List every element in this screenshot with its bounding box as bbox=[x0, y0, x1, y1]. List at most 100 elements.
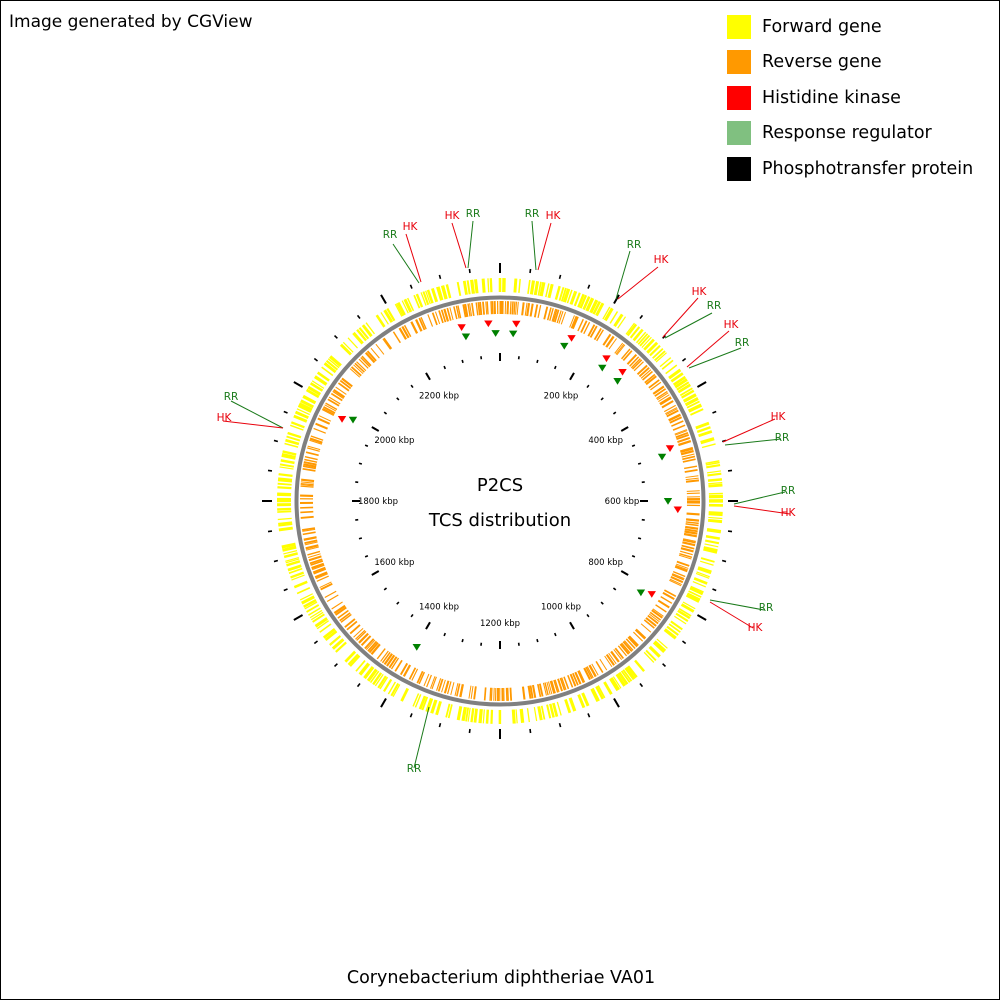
forward-gene-mark bbox=[554, 285, 561, 300]
inner-minor-tick bbox=[600, 601, 604, 605]
reverse-gene-mark bbox=[332, 390, 344, 400]
forward-gene-mark bbox=[482, 709, 485, 724]
forward-gene-mark bbox=[489, 278, 493, 293]
forward-gene-mark bbox=[317, 371, 330, 382]
reverse-gene-mark bbox=[680, 547, 694, 553]
outer-tick bbox=[639, 682, 644, 688]
reverse-gene-mark bbox=[354, 362, 365, 373]
reverse-gene-mark bbox=[648, 613, 660, 623]
forward-gene-mark bbox=[431, 288, 439, 303]
outer-tick bbox=[529, 268, 532, 274]
forward-gene-mark bbox=[629, 326, 641, 339]
reverse-gene-mark bbox=[578, 670, 586, 683]
reverse-gene-mark bbox=[589, 325, 598, 338]
reverse-gene-mark bbox=[341, 377, 353, 388]
reverse-gene-mark bbox=[490, 687, 493, 701]
callout-leader-line bbox=[709, 601, 754, 629]
reverse-gene-mark bbox=[655, 604, 667, 613]
outer-tick bbox=[267, 530, 273, 533]
forward-gene-mark bbox=[363, 665, 375, 680]
reverse-gene-mark bbox=[390, 657, 400, 670]
forward-gene-mark bbox=[290, 421, 305, 429]
reverse-gene-mark bbox=[621, 348, 631, 360]
reverse-gene-mark bbox=[663, 589, 677, 598]
reverse-gene-mark bbox=[358, 632, 369, 644]
forward-gene-mark bbox=[643, 338, 655, 351]
reverse-gene-mark bbox=[546, 307, 552, 321]
forward-gene-mark bbox=[705, 461, 720, 466]
callout-leader-line bbox=[451, 222, 467, 269]
inner-minor-tick bbox=[443, 632, 447, 637]
reverse-gene-mark bbox=[659, 396, 672, 406]
callout-leader-line bbox=[733, 505, 791, 515]
forward-gene-mark bbox=[301, 595, 315, 605]
reverse-gene-mark bbox=[300, 485, 314, 488]
reverse-gene-mark bbox=[640, 369, 652, 379]
response-regulator-marker bbox=[613, 378, 622, 385]
outer-tick bbox=[273, 559, 279, 563]
reverse-gene-mark bbox=[366, 350, 377, 362]
reverse-gene-mark bbox=[386, 654, 396, 667]
reverse-gene-mark bbox=[627, 636, 639, 648]
reverse-gene-mark bbox=[302, 465, 316, 470]
reverse-gene-mark bbox=[327, 398, 340, 407]
outer-tick bbox=[380, 294, 387, 305]
histidine-kinase-marker bbox=[484, 320, 493, 328]
forward-gene-mark bbox=[307, 385, 322, 396]
forward-gene-mark bbox=[670, 620, 683, 631]
forward-gene-mark bbox=[487, 278, 490, 293]
reverse-gene-mark bbox=[614, 647, 625, 659]
reverse-gene-mark bbox=[615, 343, 625, 355]
reverse-gene-mark bbox=[669, 416, 683, 424]
reverse-gene-mark bbox=[403, 324, 412, 338]
forward-gene-mark bbox=[562, 288, 571, 303]
reverse-gene-mark bbox=[302, 528, 316, 532]
outer-tick bbox=[712, 588, 717, 592]
kbp-tick-label: 400 kbp bbox=[588, 436, 623, 446]
outer-tick bbox=[696, 381, 707, 388]
forward-gene-mark bbox=[329, 355, 342, 367]
reverse-gene-mark bbox=[671, 420, 684, 427]
reverse-gene-mark bbox=[569, 673, 577, 687]
forward-gene-mark bbox=[310, 611, 324, 621]
forward-gene-mark bbox=[440, 285, 448, 300]
reverse-gene-mark bbox=[394, 659, 403, 672]
outer-tick bbox=[587, 713, 591, 718]
forward-gene-mark bbox=[690, 585, 704, 593]
reverse-gene-mark bbox=[383, 337, 393, 350]
forward-gene-mark bbox=[703, 546, 718, 552]
reverse-gene-mark bbox=[380, 650, 389, 662]
kbp-tick-label: 600 kbp bbox=[605, 497, 640, 507]
reverse-gene-mark bbox=[593, 327, 602, 341]
forward-gene-mark bbox=[308, 607, 321, 616]
forward-gene-mark bbox=[707, 470, 722, 474]
reverse-gene-mark bbox=[652, 608, 664, 617]
reverse-gene-mark bbox=[659, 396, 671, 404]
reverse-gene-mark bbox=[685, 521, 699, 525]
outer-tick bbox=[293, 381, 304, 388]
forward-gene-mark bbox=[297, 404, 312, 413]
legend-swatch bbox=[727, 156, 751, 181]
forward-gene-mark bbox=[478, 709, 483, 724]
forward-gene-mark bbox=[529, 280, 536, 295]
reverse-gene-mark bbox=[682, 458, 696, 463]
legend: Forward gene Reverse gene Histidine kinase… bbox=[727, 9, 973, 187]
callout-leader-line bbox=[230, 400, 284, 429]
reverse-gene-mark bbox=[443, 308, 450, 322]
reverse-gene-mark bbox=[311, 562, 325, 570]
callout-leader-line bbox=[722, 418, 776, 443]
reverse-gene-mark bbox=[521, 302, 525, 316]
forward-gene-mark bbox=[674, 378, 688, 389]
hk-callout-label: HK bbox=[403, 221, 419, 233]
reverse-gene-mark bbox=[328, 396, 341, 405]
reverse-gene-mark bbox=[370, 347, 380, 359]
reverse-gene-mark bbox=[634, 629, 646, 640]
forward-gene-mark bbox=[299, 593, 313, 601]
reverse-gene-mark bbox=[340, 613, 352, 623]
response-regulator-marker bbox=[508, 330, 518, 338]
forward-gene-mark bbox=[421, 696, 429, 711]
forward-gene-mark bbox=[564, 699, 572, 714]
forward-gene-mark bbox=[632, 328, 644, 342]
reverse-gene-mark bbox=[349, 624, 361, 635]
